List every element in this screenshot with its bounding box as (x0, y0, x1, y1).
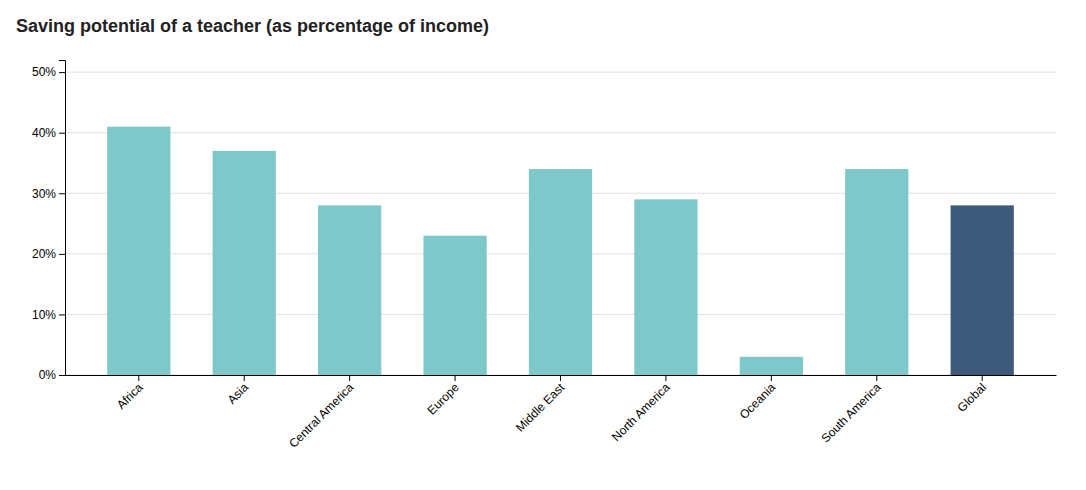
x-tick-mark (244, 375, 245, 381)
y-tick-mark (59, 72, 65, 73)
y-tick: 20% (32, 247, 65, 261)
x-tick-mark (982, 375, 983, 381)
y-axis-line (59, 61, 66, 376)
x-tick: Oceania (737, 375, 779, 422)
chart-title: Saving potential of a teacher (as percen… (16, 16, 489, 36)
chart-container: Saving potential of a teacher (as percen… (0, 0, 1086, 490)
x-tick: Middle East (513, 375, 568, 435)
x-tick-label: Oceania (737, 380, 779, 422)
y-tick-label: 40% (32, 126, 56, 140)
x-tick: Europe (425, 375, 462, 418)
chart-svg: Saving potential of a teacher (as percen… (0, 0, 1086, 490)
x-tick: Africa (114, 375, 146, 412)
y-tick: 10% (32, 308, 65, 322)
x-tick-mark (349, 375, 350, 381)
x-tick: Central America (286, 375, 356, 451)
x-tick-mark (665, 375, 666, 381)
x-tick-mark (876, 375, 877, 381)
y-tick: 30% (32, 187, 65, 201)
x-tick-label: Middle East (513, 380, 568, 435)
x-tick-mark (455, 375, 456, 381)
bar (107, 127, 170, 375)
y-tick: 50% (32, 65, 65, 79)
y-tick-label: 30% (32, 187, 56, 201)
bar (529, 169, 592, 375)
x-axis: Africa Asia Central America Europe Middle Ea… (66, 375, 1057, 451)
x-tick-label: North America (609, 380, 673, 444)
x-tick: Asia (225, 375, 252, 407)
y-tick-mark (59, 375, 65, 376)
x-tick-mark (138, 375, 139, 381)
y-tick-mark (59, 314, 65, 315)
y-tick-label: 10% (32, 308, 56, 322)
bar (845, 169, 908, 375)
x-tick-label: Central America (286, 380, 356, 450)
y-axis: 0% 10% 20% 30% 40% 50% (32, 61, 66, 383)
bar (423, 236, 486, 375)
y-tick-mark (59, 193, 65, 194)
y-tick: 0% (39, 368, 65, 382)
x-tick-label: Europe (425, 380, 462, 417)
x-tick-label: Asia (225, 380, 252, 407)
bar (634, 199, 697, 375)
x-tick-label: Africa (114, 380, 146, 412)
bar (318, 205, 381, 375)
bars (107, 127, 1014, 375)
x-tick-mark (771, 375, 772, 381)
x-tick-mark (560, 375, 561, 381)
y-tick-mark (59, 133, 65, 134)
x-tick-label: Global (955, 380, 989, 414)
bar (213, 151, 276, 375)
x-tick: Global (955, 375, 989, 415)
bar (740, 357, 803, 375)
x-tick-label: South America (818, 380, 883, 445)
x-tick: North America (609, 375, 673, 444)
grid-line (65, 132, 1056, 133)
bar (951, 205, 1014, 375)
y-tick-mark (59, 254, 65, 255)
y-tick-label: 0% (39, 368, 57, 382)
y-tick: 40% (32, 126, 65, 140)
grid-line (65, 72, 1056, 73)
plot-area: 0% 10% 20% 30% 40% 50% Africa Asia Central Ameri… (32, 61, 1057, 451)
grid (65, 72, 1056, 375)
y-tick-label: 50% (32, 65, 56, 79)
x-tick: South America (818, 375, 883, 445)
y-tick-label: 20% (32, 247, 56, 261)
